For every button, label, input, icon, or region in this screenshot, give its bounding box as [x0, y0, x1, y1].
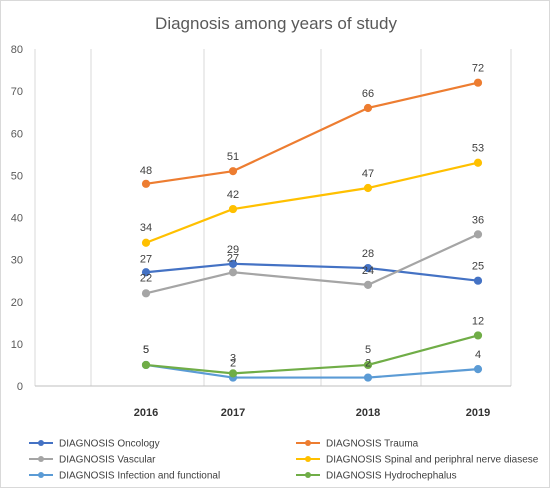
data-point — [228, 369, 238, 378]
data-point — [363, 103, 373, 113]
data-label: 5 — [365, 344, 371, 356]
legend: DIAGNOSIS Oncology DIAGNOSIS Trauma DIAGNO… — [29, 439, 539, 482]
y-tick-label: 0 — [17, 381, 23, 393]
legend-label: DIAGNOSIS Infection and functional — [59, 471, 220, 482]
data-point — [473, 331, 483, 340]
grid — [34, 49, 512, 386]
series-line — [145, 161, 479, 244]
data-label: 72 — [472, 63, 484, 75]
legend-item: DIAGNOSIS Trauma — [296, 439, 419, 450]
data-label: 2 — [365, 358, 371, 370]
data-point — [473, 276, 483, 285]
legend-item: DIAGNOSIS Hydrochephalus — [296, 471, 457, 482]
data-label: 4 — [475, 349, 481, 361]
data-point — [228, 167, 238, 176]
legend-swatch-marker — [305, 472, 311, 478]
data-label: 53 — [472, 143, 484, 155]
y-tick-label: 60 — [11, 128, 23, 140]
data-label: 42 — [227, 189, 239, 201]
y-tick-label: 20 — [11, 297, 23, 309]
data-label: 3 — [230, 352, 236, 364]
data-label: 27 — [140, 253, 152, 265]
x-tick-label: 2018 — [356, 407, 380, 419]
y-tick-label: 50 — [11, 170, 23, 182]
data-label: 51 — [227, 151, 239, 163]
data-point — [141, 268, 151, 277]
data-point — [228, 259, 238, 268]
legend-swatch-marker — [38, 472, 44, 478]
data-point — [473, 78, 483, 87]
series-line — [145, 262, 479, 282]
legend-label: DIAGNOSIS Spinal and periphral nerve dia… — [326, 455, 539, 466]
data-point — [228, 204, 238, 214]
data-label: 24 — [362, 265, 374, 277]
series-line — [145, 81, 479, 185]
data-label: 34 — [140, 222, 152, 234]
legend-item: DIAGNOSIS Spinal and periphral nerve dia… — [296, 455, 539, 466]
data-label: 66 — [362, 88, 374, 100]
legend-swatch-marker — [38, 456, 44, 462]
series-layer — [141, 78, 483, 382]
data-label: 12 — [472, 315, 484, 327]
data-point — [473, 230, 483, 239]
data-point — [363, 183, 373, 193]
data-point — [141, 238, 151, 247]
chart-title: Diagnosis among years of study — [155, 14, 397, 33]
series-line — [145, 233, 479, 295]
legend-item: DIAGNOSIS Infection and functional — [29, 471, 220, 482]
data-label: 22 — [140, 272, 152, 284]
data-point — [363, 373, 373, 382]
data-label: 5 — [143, 344, 149, 356]
y-tick-label: 10 — [11, 339, 23, 351]
legend-label: DIAGNOSIS Trauma — [326, 439, 419, 450]
data-point — [363, 280, 373, 289]
legend-swatch-marker — [305, 456, 311, 462]
series-line — [145, 363, 479, 379]
data-point — [363, 360, 373, 370]
data-label: 47 — [362, 168, 374, 180]
data-label: 27 — [227, 252, 239, 264]
legend-label: DIAGNOSIS Vascular — [59, 455, 156, 466]
data-label: 36 — [472, 214, 484, 226]
data-label: 25 — [472, 261, 484, 273]
data-point — [363, 263, 373, 273]
data-label: 5 — [143, 344, 149, 356]
data-point — [228, 268, 238, 277]
data-label: 48 — [140, 165, 152, 177]
data-label: 28 — [362, 248, 374, 260]
data-point — [141, 360, 151, 370]
y-tick-label: 80 — [11, 44, 23, 56]
data-point — [141, 179, 151, 188]
legend-swatch-marker — [38, 440, 44, 446]
data-point — [473, 365, 483, 374]
data-label: 2 — [230, 358, 236, 370]
y-tick-label: 30 — [11, 255, 23, 267]
x-tick-label: 2016 — [134, 407, 158, 419]
data-point — [473, 158, 483, 167]
axes: 0 10 20 30 40 50 60 70 80 2016 2017 2018 2019 — [11, 44, 511, 419]
legend-swatch-marker — [305, 440, 311, 446]
legend-item: DIAGNOSIS Oncology — [29, 439, 160, 450]
legend-label: DIAGNOSIS Oncology — [59, 439, 160, 450]
series-line — [145, 334, 479, 375]
y-tick-label: 70 — [11, 86, 23, 98]
y-tick-label: 40 — [11, 213, 23, 225]
x-tick-label: 2017 — [221, 407, 245, 419]
legend-item: DIAGNOSIS Vascular — [29, 455, 156, 466]
x-tick-label: 2019 — [466, 407, 490, 419]
data-point — [141, 289, 151, 298]
legend-label: DIAGNOSIS Hydrochephalus — [326, 471, 457, 482]
data-label: 29 — [227, 244, 239, 256]
